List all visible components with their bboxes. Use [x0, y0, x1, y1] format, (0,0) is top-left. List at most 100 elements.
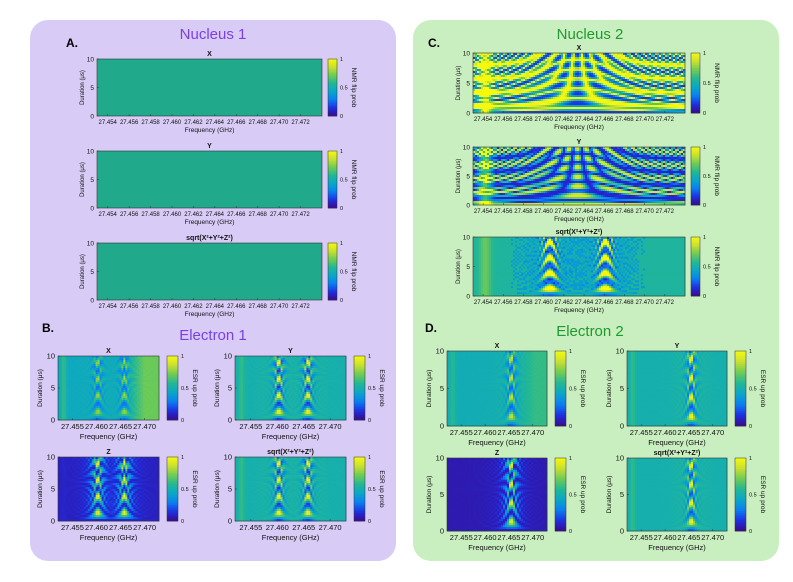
heatmap-cell	[141, 378, 144, 381]
heatmap-cell	[137, 394, 140, 397]
heatmap-cell	[107, 372, 110, 375]
heatmap-cell	[121, 358, 124, 361]
colorbar-step	[328, 281, 337, 284]
heatmap-cell	[332, 380, 335, 383]
heatmap-cell	[89, 384, 93, 387]
heatmap-cell	[73, 386, 77, 389]
colorbar-step	[328, 251, 337, 254]
heatmap-cell	[235, 378, 238, 381]
heatmap-cell	[69, 380, 73, 383]
heatmap-cell	[133, 398, 136, 401]
heatmap-cell	[109, 416, 112, 419]
colorbar-tick-label: 1	[340, 57, 343, 63]
heatmap-cell	[87, 364, 91, 367]
heatmap-cell	[91, 402, 95, 405]
heatmap-cell	[155, 390, 158, 393]
heatmap-cell	[61, 376, 65, 379]
heatmap-cell	[109, 390, 112, 393]
colorbar-step	[328, 186, 337, 189]
heatmap-cell	[296, 370, 299, 373]
x-tick-label: 27.460	[163, 120, 182, 126]
heatmap-cell	[322, 368, 325, 371]
heatmap-cell	[151, 400, 154, 403]
heatmap-cell	[71, 386, 75, 389]
heatmap-cell	[264, 370, 268, 373]
heatmap-cell	[153, 366, 156, 369]
heatmap-cell	[81, 366, 85, 369]
heatmap-cell	[274, 372, 278, 375]
heatmap-cell	[270, 376, 274, 379]
heatmap-cell	[153, 400, 156, 403]
heatmap-cell	[77, 408, 81, 411]
heatmap-cell	[322, 360, 325, 363]
heatmap-cell	[119, 358, 122, 361]
colorbar-step	[328, 275, 337, 278]
heatmap-cell	[113, 400, 116, 403]
heatmap-cell	[258, 376, 262, 379]
heatmap-cell	[123, 378, 126, 381]
heatmap-cell	[69, 368, 73, 371]
heatmap-cell	[141, 376, 144, 379]
heatmap-cell	[95, 380, 99, 383]
heatmap-cell	[145, 384, 148, 387]
heatmap-cell	[69, 388, 73, 391]
heatmap-cell	[93, 360, 97, 363]
heatmap-cell	[314, 384, 317, 387]
heatmap-cell	[256, 384, 260, 387]
heatmap-cell	[87, 370, 91, 373]
heatmap-cell	[119, 404, 122, 407]
heatmap-cell	[63, 376, 67, 379]
heatmap-cell	[103, 400, 106, 403]
heatmap-cell	[276, 378, 280, 381]
heatmap-cell	[97, 410, 100, 413]
colorbar-step	[328, 284, 337, 287]
heatmap-cell	[99, 414, 102, 417]
heatmap-cell	[296, 356, 299, 359]
heatmap-cell	[65, 386, 69, 389]
heatmap-cell	[151, 366, 154, 369]
heatmap-cell	[235, 380, 238, 383]
heatmap-cell	[260, 358, 264, 361]
heatmap-cell	[129, 418, 132, 421]
heatmap-cell	[272, 384, 276, 387]
heatmap-cell	[131, 358, 134, 361]
heatmap-cell	[107, 400, 110, 403]
heatmap-cell	[111, 358, 114, 361]
colorbar-step	[328, 243, 337, 245]
heatmap-cell	[95, 378, 99, 381]
heatmap-cell	[113, 360, 116, 363]
heatmap-cell	[111, 392, 114, 395]
x-tick-label: 27.470	[133, 422, 156, 431]
heatmap-cell	[101, 394, 104, 397]
heatmap-cell	[324, 358, 327, 361]
heatmap-cell	[123, 408, 126, 411]
heatmap-cell	[123, 400, 126, 403]
heatmap-cell	[284, 364, 287, 367]
heatmap-cell	[147, 404, 150, 407]
colorbar-step	[328, 288, 337, 291]
heatmap-cell	[304, 378, 307, 381]
heatmap-cell	[87, 412, 91, 415]
heatmap-cell	[99, 394, 102, 397]
heatmap-cell	[95, 358, 99, 361]
heatmap-cell	[131, 410, 134, 413]
heatmap-cell	[258, 386, 262, 389]
heatmap-cell	[248, 366, 252, 369]
heatmap-cell	[85, 418, 89, 421]
heatmap-cell	[340, 374, 343, 377]
heatmap-cell	[302, 382, 305, 385]
heatmap-cell	[65, 362, 69, 365]
heatmap-cell	[306, 356, 309, 359]
heatmap-cell	[242, 370, 246, 373]
heatmap-cell	[125, 388, 128, 391]
heatmap-cell	[288, 386, 291, 389]
heatmap-cell	[91, 378, 95, 381]
heatmap-cell	[85, 364, 89, 367]
heatmap-cell	[298, 374, 301, 377]
heatmap-cell	[93, 368, 97, 371]
heatmap-cell	[308, 382, 311, 385]
heatmap-cell	[87, 358, 91, 361]
heatmap-cell	[117, 394, 120, 397]
heatmap-cell	[115, 406, 118, 409]
heatmap-cell	[109, 376, 112, 379]
